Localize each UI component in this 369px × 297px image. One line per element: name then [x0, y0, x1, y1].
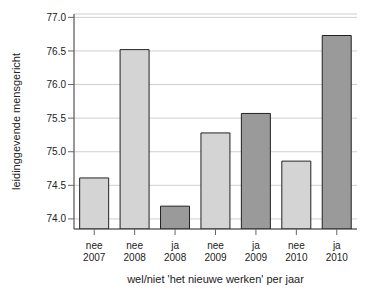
svg-text:leidinggevende mensgericht: leidinggevende mensgericht	[10, 53, 22, 190]
svg-text:nee2010: nee2010	[285, 240, 308, 263]
svg-text:nee2009: nee2009	[204, 240, 227, 263]
svg-text:76.0: 76.0	[47, 79, 67, 90]
svg-text:75.5: 75.5	[47, 113, 67, 124]
svg-text:nee2007: nee2007	[83, 240, 106, 263]
svg-text:ja2009: ja2009	[245, 240, 268, 263]
svg-text:75.0: 75.0	[47, 146, 67, 157]
svg-text:wel/niet 'het nieuwe werken' p: wel/niet 'het nieuwe werken' per jaar	[126, 273, 304, 285]
svg-text:nee2008: nee2008	[124, 240, 147, 263]
svg-text:ja2010: ja2010	[326, 240, 349, 263]
svg-text:ja2008: ja2008	[164, 240, 187, 263]
svg-text:74.0: 74.0	[47, 213, 67, 224]
svg-text:76.5: 76.5	[47, 46, 67, 57]
svg-text:74.5: 74.5	[47, 180, 67, 191]
svg-text:77.0: 77.0	[47, 12, 67, 23]
